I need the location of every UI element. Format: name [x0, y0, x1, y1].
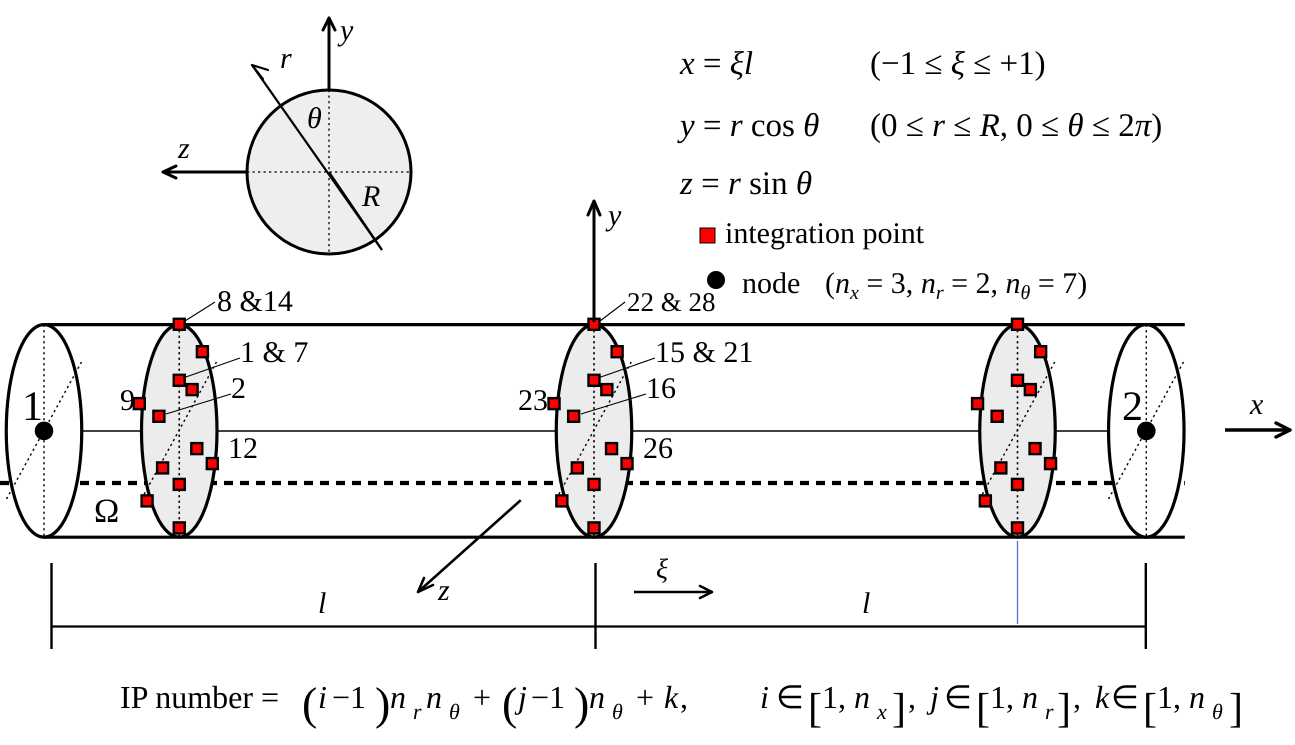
svg-text:x = ξl: x = ξl	[679, 46, 753, 82]
svg-text:12: 12	[228, 432, 258, 465]
svg-text:,: ,	[680, 679, 688, 715]
svg-text:θ: θ	[449, 699, 460, 724]
svg-text:n: n	[1022, 679, 1038, 715]
svg-text:∈: ∈	[1111, 679, 1139, 715]
svg-text:k: k	[1095, 679, 1110, 715]
svg-text:z: z	[437, 574, 450, 607]
svg-text:x: x	[876, 699, 887, 724]
svg-text:(0 ≤ r ≤ R, 0 ≤ θ ≤ 2π): (0 ≤ r ≤ R, 0 ≤ θ ≤ 2π)	[870, 108, 1162, 144]
svg-text:node: node	[742, 267, 800, 300]
svg-text:y = r cos θ: y = r cos θ	[677, 108, 819, 144]
svg-text:1,: 1,	[822, 679, 846, 715]
svg-text:IP number =: IP number =	[120, 679, 279, 715]
svg-text:16: 16	[646, 372, 676, 405]
svg-text:n: n	[589, 679, 605, 715]
svg-text:r: r	[1045, 699, 1054, 724]
svg-text:i: i	[760, 679, 769, 715]
svg-text:x: x	[1249, 388, 1264, 421]
svg-text:z: z	[177, 132, 190, 165]
svg-text:[: [	[1143, 686, 1157, 732]
svg-text:r: r	[413, 699, 422, 724]
svg-text:1: 1	[22, 384, 43, 430]
svg-text:(: (	[502, 678, 517, 729]
svg-text:9: 9	[120, 384, 135, 417]
svg-text:l: l	[862, 587, 870, 620]
svg-text:15 & 21: 15 & 21	[655, 336, 753, 369]
svg-text:y: y	[605, 199, 622, 232]
svg-text:ξ: ξ	[656, 554, 668, 585]
svg-text:n: n	[390, 679, 406, 715]
svg-text:z = r sin θ: z = r sin θ	[679, 166, 812, 202]
svg-text:integration point: integration point	[725, 217, 925, 250]
svg-text:+: +	[473, 679, 491, 715]
svg-text:(: (	[302, 678, 317, 729]
svg-text:): )	[574, 678, 589, 729]
svg-text:]: ]	[1057, 686, 1071, 732]
svg-text:+: +	[636, 679, 654, 715]
svg-text:2: 2	[1122, 384, 1143, 430]
svg-text:[: [	[976, 686, 990, 732]
svg-text:−1: −1	[531, 679, 565, 715]
svg-text:]: ]	[892, 686, 906, 732]
svg-text:(nx = 3, nr = 2, nθ = 7): (nx = 3, nr = 2, nθ = 7)	[825, 267, 1087, 304]
svg-text:n: n	[854, 679, 870, 715]
svg-text:,: ,	[908, 679, 916, 715]
svg-text:n: n	[1189, 679, 1205, 715]
svg-text:]: ]	[1229, 686, 1243, 732]
svg-text:θ: θ	[307, 102, 322, 135]
svg-text:22 & 28: 22 & 28	[627, 287, 716, 317]
svg-text:Ω: Ω	[94, 493, 119, 530]
svg-text:1,: 1,	[990, 679, 1014, 715]
svg-text:∈: ∈	[776, 679, 804, 715]
svg-text:y: y	[337, 14, 354, 47]
svg-text:r: r	[280, 42, 292, 75]
svg-text:23: 23	[518, 384, 548, 417]
svg-text:i: i	[318, 679, 327, 715]
svg-text:n: n	[426, 679, 442, 715]
svg-text:): )	[375, 678, 390, 729]
svg-text:1 & 7: 1 & 7	[240, 336, 308, 369]
svg-text:2: 2	[231, 372, 246, 405]
svg-text:,: ,	[1073, 679, 1081, 715]
svg-text:−1: −1	[332, 679, 366, 715]
svg-text:(−1 ≤ ξ ≤ +1): (−1 ≤ ξ ≤ +1)	[870, 46, 1046, 82]
svg-text:θ: θ	[612, 699, 623, 724]
svg-text:θ: θ	[1212, 699, 1223, 724]
svg-text:k: k	[664, 679, 679, 715]
svg-text:1,: 1,	[1157, 679, 1181, 715]
svg-text:[: [	[808, 686, 822, 732]
svg-text:∈: ∈	[944, 679, 972, 715]
svg-text:8 &14: 8 &14	[217, 285, 293, 318]
svg-text:l: l	[318, 587, 326, 620]
svg-text:26: 26	[643, 432, 673, 465]
svg-text:R: R	[361, 180, 380, 213]
